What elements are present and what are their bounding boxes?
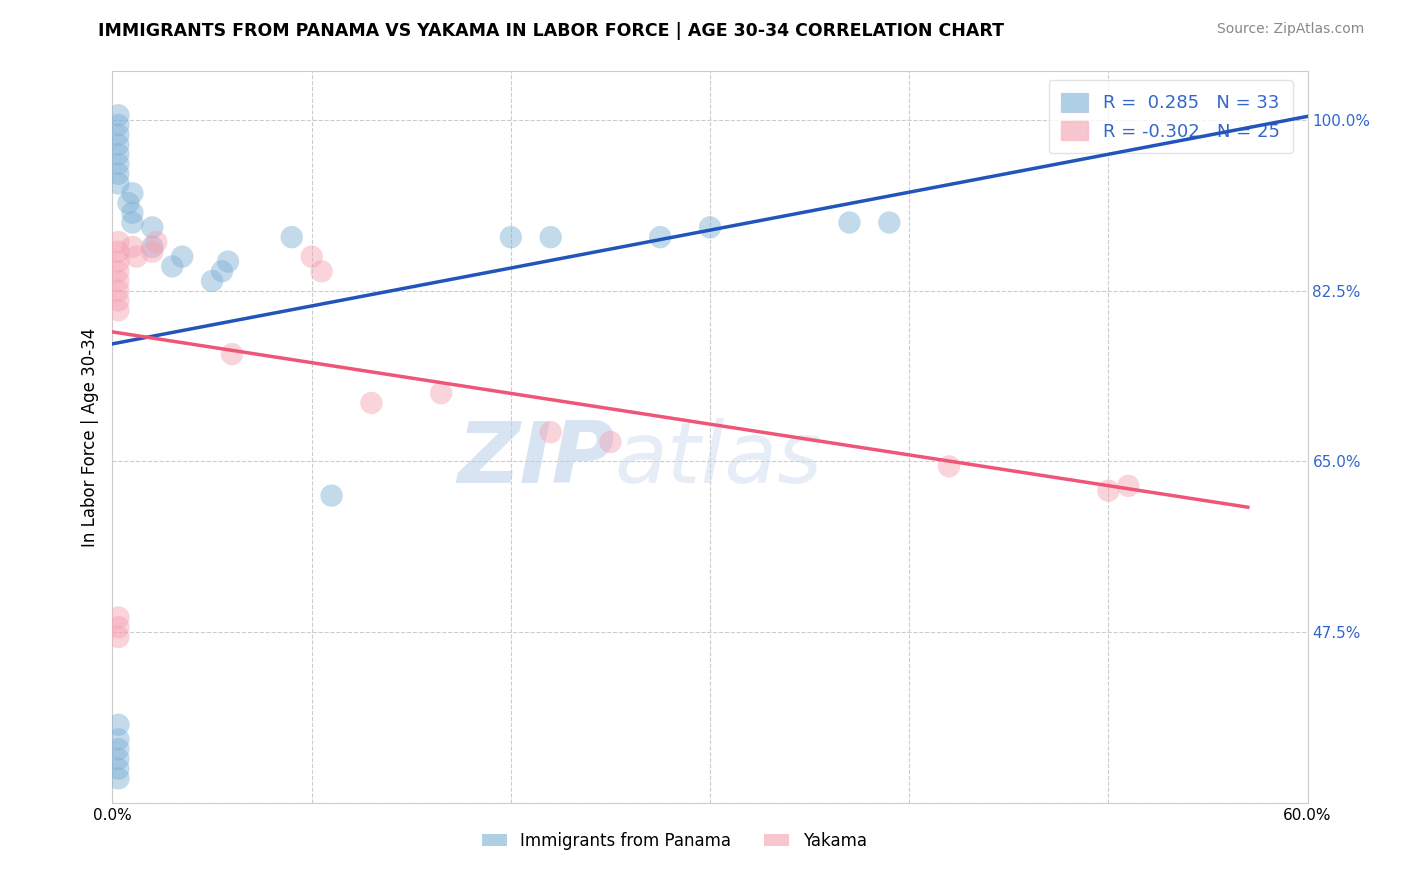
Point — [121, 215, 143, 229]
Point — [107, 742, 129, 756]
Point — [107, 235, 129, 249]
Point — [107, 718, 129, 732]
Point — [221, 347, 243, 361]
Point — [107, 630, 129, 644]
Point — [430, 386, 453, 401]
Point — [145, 235, 167, 249]
Text: ZIP: ZIP — [457, 417, 614, 500]
Text: atlas: atlas — [614, 417, 823, 500]
Point — [107, 108, 129, 122]
Point — [107, 752, 129, 766]
Point — [172, 250, 194, 264]
Point — [107, 772, 129, 786]
Point — [107, 118, 129, 132]
Point — [121, 240, 143, 254]
Point — [162, 260, 183, 274]
Point — [107, 147, 129, 161]
Point — [499, 230, 522, 244]
Point — [107, 293, 129, 308]
Point — [107, 177, 129, 191]
Point — [107, 157, 129, 171]
Point — [121, 206, 143, 220]
Point — [107, 167, 129, 181]
Point — [838, 215, 860, 229]
Point — [107, 264, 129, 278]
Point — [141, 240, 163, 254]
Point — [107, 732, 129, 747]
Point — [107, 128, 129, 142]
Point — [141, 220, 163, 235]
Point — [301, 250, 323, 264]
Point — [217, 254, 239, 268]
Point — [107, 610, 129, 624]
Point — [321, 489, 343, 503]
Point — [879, 215, 901, 229]
Point — [540, 425, 562, 440]
Point — [107, 620, 129, 634]
Point — [141, 244, 163, 259]
Point — [281, 230, 304, 244]
Point — [1097, 483, 1119, 498]
Point — [938, 459, 960, 474]
Legend: Immigrants from Panama, Yakama: Immigrants from Panama, Yakama — [475, 825, 873, 856]
Point — [107, 284, 129, 298]
Point — [360, 396, 382, 410]
Point — [107, 137, 129, 152]
Text: IMMIGRANTS FROM PANAMA VS YAKAMA IN LABOR FORCE | AGE 30-34 CORRELATION CHART: IMMIGRANTS FROM PANAMA VS YAKAMA IN LABO… — [98, 22, 1004, 40]
Text: Source: ZipAtlas.com: Source: ZipAtlas.com — [1216, 22, 1364, 37]
Point — [211, 264, 233, 278]
Point — [540, 230, 562, 244]
Point — [311, 264, 333, 278]
Point — [650, 230, 672, 244]
Point — [107, 254, 129, 268]
Point — [599, 434, 621, 449]
Point — [107, 274, 129, 288]
Point — [125, 250, 148, 264]
Point — [121, 186, 143, 201]
Point — [107, 244, 129, 259]
Point — [107, 303, 129, 318]
Point — [117, 196, 139, 211]
Point — [201, 274, 224, 288]
Point — [107, 762, 129, 776]
Y-axis label: In Labor Force | Age 30-34: In Labor Force | Age 30-34 — [80, 327, 98, 547]
Point — [699, 220, 721, 235]
Point — [1118, 479, 1140, 493]
